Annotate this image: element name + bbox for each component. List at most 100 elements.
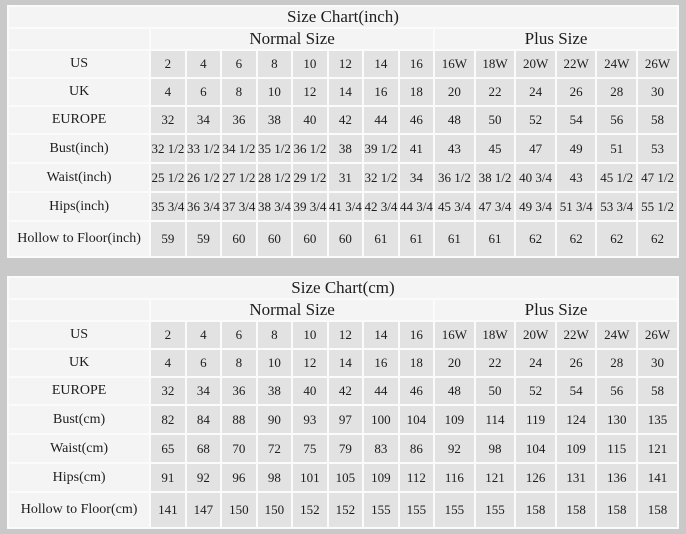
size-cell: 68 — [186, 435, 221, 462]
table-row: UK 4 6 8 10 12 14 16 18 20 22 24 26 28 30 — [9, 350, 677, 376]
size-cell: 131 — [556, 464, 596, 491]
size-cell: 28 — [597, 79, 637, 105]
size-cell: 32 — [151, 378, 185, 404]
size-cell: 82 — [151, 406, 185, 433]
size-cell: 22 — [475, 79, 515, 105]
size-cell: 44 — [364, 378, 398, 404]
size-cell: 45 — [475, 135, 515, 162]
table-row: Hips(inch) 35 3/4 36 3/4 37 3/4 38 3/4 39 3/4… — [9, 193, 677, 220]
size-cell: 26 — [556, 350, 596, 376]
size-cell: 55 1/2 — [638, 193, 677, 220]
size-cell: 4 — [186, 322, 221, 348]
size-cell: 98 — [257, 464, 292, 491]
size-cell: 38 — [328, 135, 363, 162]
size-cell: 40 — [293, 107, 327, 133]
size-cell: 42 — [328, 378, 363, 404]
size-cell: 130 — [597, 406, 637, 433]
size-cell: 93 — [293, 406, 327, 433]
size-cell: 59 — [186, 222, 221, 256]
size-cell: 20W — [516, 322, 555, 348]
size-cell: 10 — [257, 79, 292, 105]
row-label: Hips(inch) — [9, 193, 150, 220]
size-cell: 24 — [516, 79, 555, 105]
size-cell: 47 — [516, 135, 555, 162]
size-cell: 84 — [186, 406, 221, 433]
size-cell: 60 — [222, 222, 256, 256]
row-label: Bust(inch) — [9, 135, 150, 162]
row-label: US — [9, 322, 150, 348]
size-cell: 147 — [186, 493, 221, 527]
size-cell: 39 1/2 — [364, 135, 398, 162]
size-cell: 152 — [293, 493, 327, 527]
size-cell: 37 3/4 — [222, 193, 256, 220]
size-cell: 88 — [222, 406, 256, 433]
size-cell: 35 1/2 — [257, 135, 292, 162]
row-label: Hollow to Floor(inch) — [9, 222, 150, 256]
group-header-row: Normal Size Plus Size — [9, 29, 677, 49]
table-title: Size Chart(inch) — [9, 7, 677, 27]
size-cell: 41 3/4 — [328, 193, 363, 220]
size-cell: 158 — [516, 493, 555, 527]
size-cell: 20W — [516, 51, 555, 77]
size-cell: 50 — [475, 378, 515, 404]
size-cell: 22 — [475, 350, 515, 376]
size-cell: 36 — [222, 378, 256, 404]
size-cell: 135 — [638, 406, 677, 433]
size-cell: 86 — [399, 435, 434, 462]
size-cell: 36 1/2 — [435, 164, 474, 191]
size-cell: 16 — [399, 322, 434, 348]
size-cell: 30 — [638, 79, 677, 105]
size-cell: 97 — [328, 406, 363, 433]
size-cell: 18W — [475, 51, 515, 77]
size-cell: 42 3/4 — [364, 193, 398, 220]
size-cell: 35 3/4 — [151, 193, 185, 220]
size-cell: 26W — [638, 51, 677, 77]
size-cell: 12 — [328, 51, 363, 77]
table-row: EUROPE 32 34 36 38 40 42 44 46 48 50 52 54 56 58 — [9, 378, 677, 404]
size-cell: 46 — [399, 378, 434, 404]
size-cell: 51 3/4 — [556, 193, 596, 220]
size-cell: 8 — [257, 322, 292, 348]
size-cell: 50 — [475, 107, 515, 133]
size-cell: 26 1/2 — [186, 164, 221, 191]
size-cell: 2 — [151, 51, 185, 77]
size-cell: 53 3/4 — [597, 193, 637, 220]
size-cell: 60 — [328, 222, 363, 256]
size-cell: 65 — [151, 435, 185, 462]
size-cell: 124 — [556, 406, 596, 433]
size-cell: 59 — [151, 222, 185, 256]
size-cell: 38 — [257, 378, 292, 404]
size-cell: 8 — [222, 350, 256, 376]
size-cell: 155 — [475, 493, 515, 527]
size-cell: 36 — [222, 107, 256, 133]
table-row: US 2 4 6 8 10 12 14 16 16W 18W 20W 22W 24W 26W — [9, 51, 677, 77]
table-row: Waist(inch) 25 1/2 26 1/2 27 1/2 28 1/2 29 1/… — [9, 164, 677, 191]
size-cell: 61 — [364, 222, 398, 256]
size-cell: 24W — [597, 51, 637, 77]
size-cell: 141 — [638, 464, 677, 491]
size-cell: 4 — [151, 79, 185, 105]
size-cell: 16 — [364, 350, 398, 376]
size-cell: 43 — [435, 135, 474, 162]
row-label: EUROPE — [9, 107, 150, 133]
size-cell: 60 — [257, 222, 292, 256]
size-cell: 52 — [516, 378, 555, 404]
table-row: Hollow to Floor(cm) 141 147 150 150 152 152 155… — [9, 493, 677, 527]
size-cell: 33 1/2 — [186, 135, 221, 162]
size-cell: 42 — [328, 107, 363, 133]
size-cell: 70 — [222, 435, 256, 462]
size-cell: 16 — [399, 51, 434, 77]
size-cell: 22W — [556, 322, 596, 348]
size-cell: 30 — [638, 350, 677, 376]
size-cell: 10 — [293, 51, 327, 77]
size-cell: 56 — [597, 107, 637, 133]
size-cell: 38 3/4 — [257, 193, 292, 220]
size-cell: 98 — [475, 435, 515, 462]
size-cell: 115 — [597, 435, 637, 462]
size-cell: 60 — [293, 222, 327, 256]
size-cell: 150 — [222, 493, 256, 527]
row-label: UK — [9, 79, 150, 105]
size-cell: 45 1/2 — [597, 164, 637, 191]
size-cell: 155 — [435, 493, 474, 527]
size-cell: 38 1/2 — [475, 164, 515, 191]
